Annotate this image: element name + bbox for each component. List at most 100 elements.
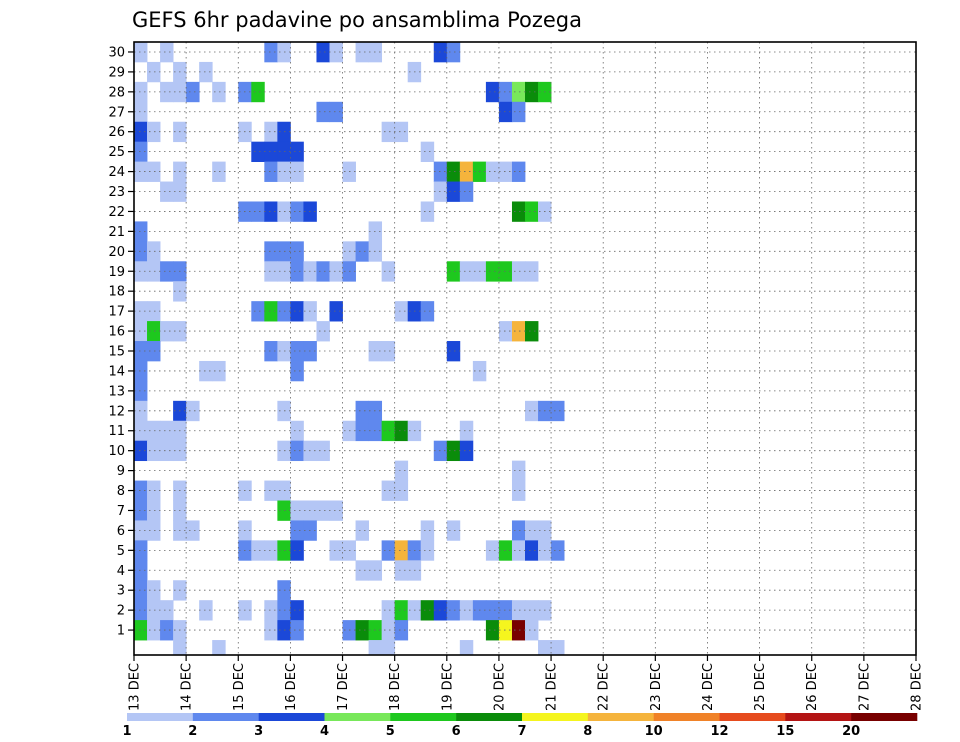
x-tick-label: 24 DEC xyxy=(701,663,716,711)
heatmap-cell xyxy=(212,640,226,656)
heatmap-cell xyxy=(147,520,161,541)
legend-swatch xyxy=(653,713,720,721)
heatmap-cell xyxy=(160,440,174,462)
heatmap-cell xyxy=(316,261,330,282)
heatmap-cell xyxy=(525,520,539,541)
heatmap-cell xyxy=(316,440,330,462)
heatmap-cell xyxy=(525,81,539,103)
heatmap-cell xyxy=(394,620,409,641)
legend-label: 10 xyxy=(645,724,663,739)
heatmap-cell xyxy=(498,600,513,621)
legend-label: 7 xyxy=(517,724,526,739)
x-tick-label: 14 DEC xyxy=(180,663,195,711)
heatmap-cell xyxy=(394,301,409,322)
heatmap-cell xyxy=(134,81,148,103)
y-tick-label: 24 xyxy=(108,165,125,180)
heatmap-cell xyxy=(160,620,174,641)
legend-swatch xyxy=(785,713,852,721)
heatmap-cell xyxy=(264,301,278,322)
heatmap-cell xyxy=(381,480,396,501)
y-tick-label: 11 xyxy=(108,424,125,439)
heatmap-cell xyxy=(394,480,409,501)
heatmap-cell xyxy=(420,600,435,621)
heatmap-cell xyxy=(251,301,265,322)
heatmap-cell xyxy=(212,81,226,103)
heatmap-cell xyxy=(485,261,500,282)
heatmap-cell xyxy=(264,480,278,501)
heatmap-cell xyxy=(251,81,265,103)
x-tick-label: 13 DEC xyxy=(128,663,143,711)
heatmap-cell xyxy=(290,500,304,521)
heatmap-cell xyxy=(525,321,539,342)
heatmap-cell xyxy=(264,620,278,641)
heatmap-cell xyxy=(147,440,161,462)
legend-label: 6 xyxy=(452,724,461,739)
heatmap-cell xyxy=(538,640,552,656)
y-tick-label: 15 xyxy=(108,344,125,359)
y-tick-label: 1 xyxy=(117,624,125,639)
x-tick-label: 16 DEC xyxy=(284,663,299,711)
heatmap-cell xyxy=(446,261,461,282)
heatmap-cell xyxy=(511,540,526,561)
heatmap-cell xyxy=(147,480,161,501)
heatmap-cell xyxy=(420,141,435,162)
heatmap-cell xyxy=(525,201,539,222)
heatmap-cell xyxy=(525,620,539,641)
y-tick-label: 19 xyxy=(108,265,125,280)
heatmap-cell xyxy=(290,620,304,641)
legend-swatch xyxy=(587,713,654,721)
heatmap-cell xyxy=(446,42,461,63)
heatmap-cell xyxy=(394,560,409,581)
heatmap-cell xyxy=(485,81,500,103)
x-tick-label: 27 DEC xyxy=(857,663,872,711)
legend: 1 2 3 4 5 6 7 8 10 12 15 20 xyxy=(122,713,918,739)
legend-label: 15 xyxy=(776,724,794,739)
heatmap-cell xyxy=(316,321,330,342)
heatmap-cell xyxy=(147,600,161,621)
y-tick-label: 6 xyxy=(117,524,125,539)
heatmap-cell xyxy=(264,600,278,621)
heatmap-cell xyxy=(329,301,343,322)
heatmap-cell xyxy=(511,321,526,342)
heatmap-cell xyxy=(446,341,461,362)
heatmap-cell xyxy=(381,600,396,621)
x-tick-label: 19 DEC xyxy=(440,663,455,711)
legend-swatch xyxy=(258,713,325,721)
heatmap-cell xyxy=(147,341,161,362)
heatmap-cell xyxy=(355,560,369,581)
heatmap-cell xyxy=(147,161,161,182)
y-tick-label: 17 xyxy=(108,305,125,320)
heatmap-cell xyxy=(394,540,409,561)
heatmap-cell xyxy=(264,141,278,162)
heatmap-cell xyxy=(355,241,369,262)
heatmap-cell xyxy=(251,201,265,222)
heatmap-cell xyxy=(459,440,474,462)
heatmap-cell xyxy=(199,61,213,83)
heatmap-cell xyxy=(147,500,161,521)
heatmap-cell xyxy=(290,301,304,322)
heatmap-cell xyxy=(511,600,526,621)
heatmap-cell xyxy=(160,321,174,342)
x-tick-label: 21 DEC xyxy=(545,663,560,711)
heatmap-cell xyxy=(394,121,409,143)
y-tick-label: 9 xyxy=(117,464,125,479)
heatmap-cell xyxy=(459,181,474,202)
heatmap-cell xyxy=(134,161,148,182)
heatmap-cell xyxy=(160,261,174,282)
x-tick-label: 17 DEC xyxy=(336,663,351,711)
heatmap-cell xyxy=(134,380,148,402)
heatmap-cell xyxy=(459,161,474,182)
heatmap-cell xyxy=(525,600,539,621)
heatmap-cell xyxy=(264,341,278,362)
legend-label: 4 xyxy=(320,724,329,739)
heatmap-cell xyxy=(160,81,174,103)
heatmap-cell xyxy=(251,540,265,561)
heatmap-cell xyxy=(381,261,396,282)
heatmap-cell xyxy=(290,241,304,262)
legend-swatch xyxy=(390,713,457,721)
heatmap-cell xyxy=(446,161,461,182)
heatmap-cell xyxy=(459,600,474,621)
heatmap-cell xyxy=(134,400,148,422)
